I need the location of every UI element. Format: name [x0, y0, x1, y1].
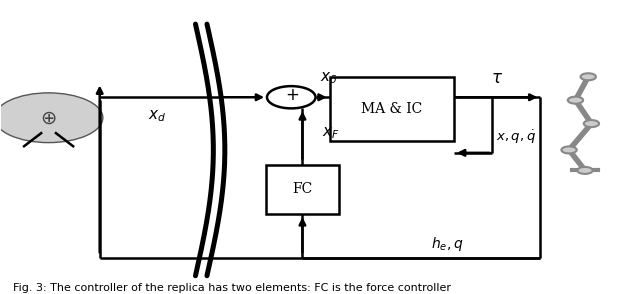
FancyBboxPatch shape — [330, 77, 454, 141]
Text: Fig. 3: The controller of the replica has two elements: FC is the force controll: Fig. 3: The controller of the replica ha… — [13, 283, 451, 293]
Circle shape — [561, 146, 577, 153]
Text: $x_\delta$: $x_\delta$ — [320, 70, 338, 86]
Text: $h_e, q$: $h_e, q$ — [431, 235, 463, 253]
FancyBboxPatch shape — [266, 165, 339, 214]
Circle shape — [584, 120, 599, 127]
Text: $\tau$: $\tau$ — [491, 70, 503, 87]
Text: FC: FC — [292, 183, 312, 196]
Circle shape — [568, 97, 583, 104]
Text: MA & IC: MA & IC — [361, 102, 422, 116]
Text: $x, q, \dot{q}$: $x, q, \dot{q}$ — [495, 128, 536, 146]
Text: $x_F$: $x_F$ — [323, 126, 340, 141]
Circle shape — [577, 167, 593, 174]
Text: ⊕: ⊕ — [40, 108, 57, 127]
Circle shape — [580, 73, 596, 80]
Text: $x_d$: $x_d$ — [148, 108, 166, 124]
Text: $+$: $+$ — [285, 87, 300, 104]
Circle shape — [0, 93, 103, 143]
